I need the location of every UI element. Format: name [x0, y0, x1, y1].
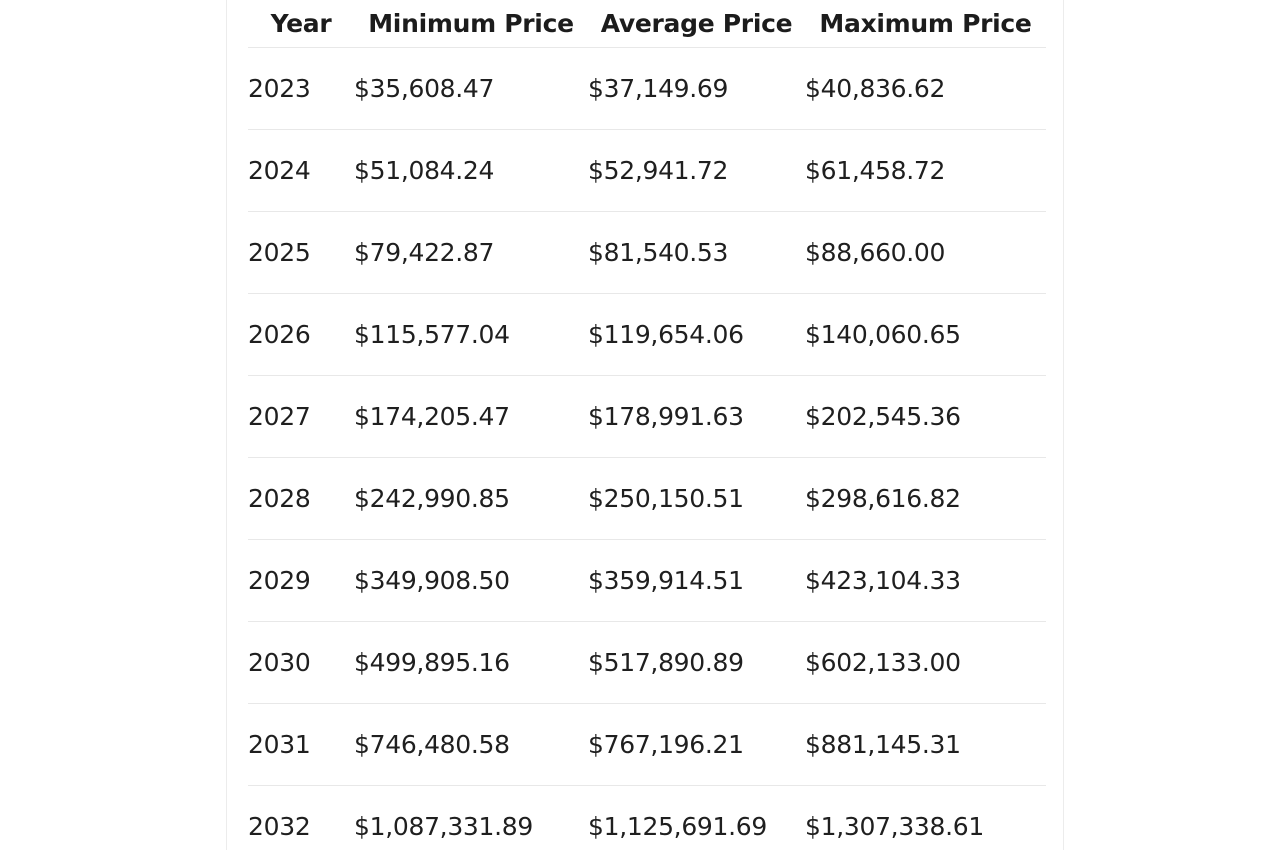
cell-average-price: $81,540.53: [588, 211, 805, 294]
cell-year: 2031: [248, 703, 354, 786]
table-row: 2027 $174,205.47 $178,991.63 $202,545.36: [248, 375, 1046, 458]
header-row: Year Minimum Price Average Price Maximum…: [248, 0, 1046, 48]
table-body: 2023 $35,608.47 $37,149.69 $40,836.62 20…: [248, 47, 1046, 850]
cell-average-price: $250,150.51: [588, 457, 805, 540]
cell-average-price: $52,941.72: [588, 129, 805, 212]
header-maximum-price: Maximum Price: [805, 0, 1046, 48]
cell-average-price: $37,149.69: [588, 47, 805, 130]
cell-average-price: $119,654.06: [588, 293, 805, 376]
cell-year: 2028: [248, 457, 354, 540]
table-row: 2031 $746,480.58 $767,196.21 $881,145.31: [248, 703, 1046, 786]
cell-average-price: $767,196.21: [588, 703, 805, 786]
cell-minimum-price: $499,895.16: [354, 621, 588, 704]
cell-maximum-price: $881,145.31: [805, 703, 1046, 786]
cell-maximum-price: $61,458.72: [805, 129, 1046, 212]
table-row: 2030 $499,895.16 $517,890.89 $602,133.00: [248, 621, 1046, 704]
table-header: Year Minimum Price Average Price Maximum…: [248, 0, 1046, 48]
cell-minimum-price: $35,608.47: [354, 47, 588, 130]
table-row: 2023 $35,608.47 $37,149.69 $40,836.62: [248, 47, 1046, 130]
cell-minimum-price: $242,990.85: [354, 457, 588, 540]
cell-maximum-price: $298,616.82: [805, 457, 1046, 540]
cell-year: 2025: [248, 211, 354, 294]
price-prediction-table: Year Minimum Price Average Price Maximum…: [248, 0, 1046, 850]
cell-minimum-price: $79,422.87: [354, 211, 588, 294]
cell-average-price: $1,125,691.69: [588, 785, 805, 850]
cell-minimum-price: $51,084.24: [354, 129, 588, 212]
cell-year: 2029: [248, 539, 354, 622]
content-panel: Year Minimum Price Average Price Maximum…: [226, 0, 1064, 850]
cell-maximum-price: $88,660.00: [805, 211, 1046, 294]
cell-maximum-price: $140,060.65: [805, 293, 1046, 376]
header-minimum-price: Minimum Price: [354, 0, 588, 48]
cell-average-price: $359,914.51: [588, 539, 805, 622]
cell-year: 2032: [248, 785, 354, 850]
cell-year: 2023: [248, 47, 354, 130]
cell-year: 2026: [248, 293, 354, 376]
cell-minimum-price: $115,577.04: [354, 293, 588, 376]
table-row: 2029 $349,908.50 $359,914.51 $423,104.33: [248, 539, 1046, 622]
cell-maximum-price: $602,133.00: [805, 621, 1046, 704]
table-row: 2024 $51,084.24 $52,941.72 $61,458.72: [248, 129, 1046, 212]
cell-minimum-price: $746,480.58: [354, 703, 588, 786]
header-year: Year: [248, 0, 354, 48]
cell-maximum-price: $423,104.33: [805, 539, 1046, 622]
table-row: 2026 $115,577.04 $119,654.06 $140,060.65: [248, 293, 1046, 376]
cell-average-price: $517,890.89: [588, 621, 805, 704]
cell-minimum-price: $174,205.47: [354, 375, 588, 458]
cell-maximum-price: $40,836.62: [805, 47, 1046, 130]
cell-minimum-price: $1,087,331.89: [354, 785, 588, 850]
cell-maximum-price: $202,545.36: [805, 375, 1046, 458]
cell-year: 2024: [248, 129, 354, 212]
cell-minimum-price: $349,908.50: [354, 539, 588, 622]
cell-year: 2030: [248, 621, 354, 704]
cell-maximum-price: $1,307,338.61: [805, 785, 1046, 850]
cell-year: 2027: [248, 375, 354, 458]
table-row: 2025 $79,422.87 $81,540.53 $88,660.00: [248, 211, 1046, 294]
table-row: 2028 $242,990.85 $250,150.51 $298,616.82: [248, 457, 1046, 540]
table-row: 2032 $1,087,331.89 $1,125,691.69 $1,307,…: [248, 785, 1046, 850]
header-average-price: Average Price: [588, 0, 805, 48]
cell-average-price: $178,991.63: [588, 375, 805, 458]
